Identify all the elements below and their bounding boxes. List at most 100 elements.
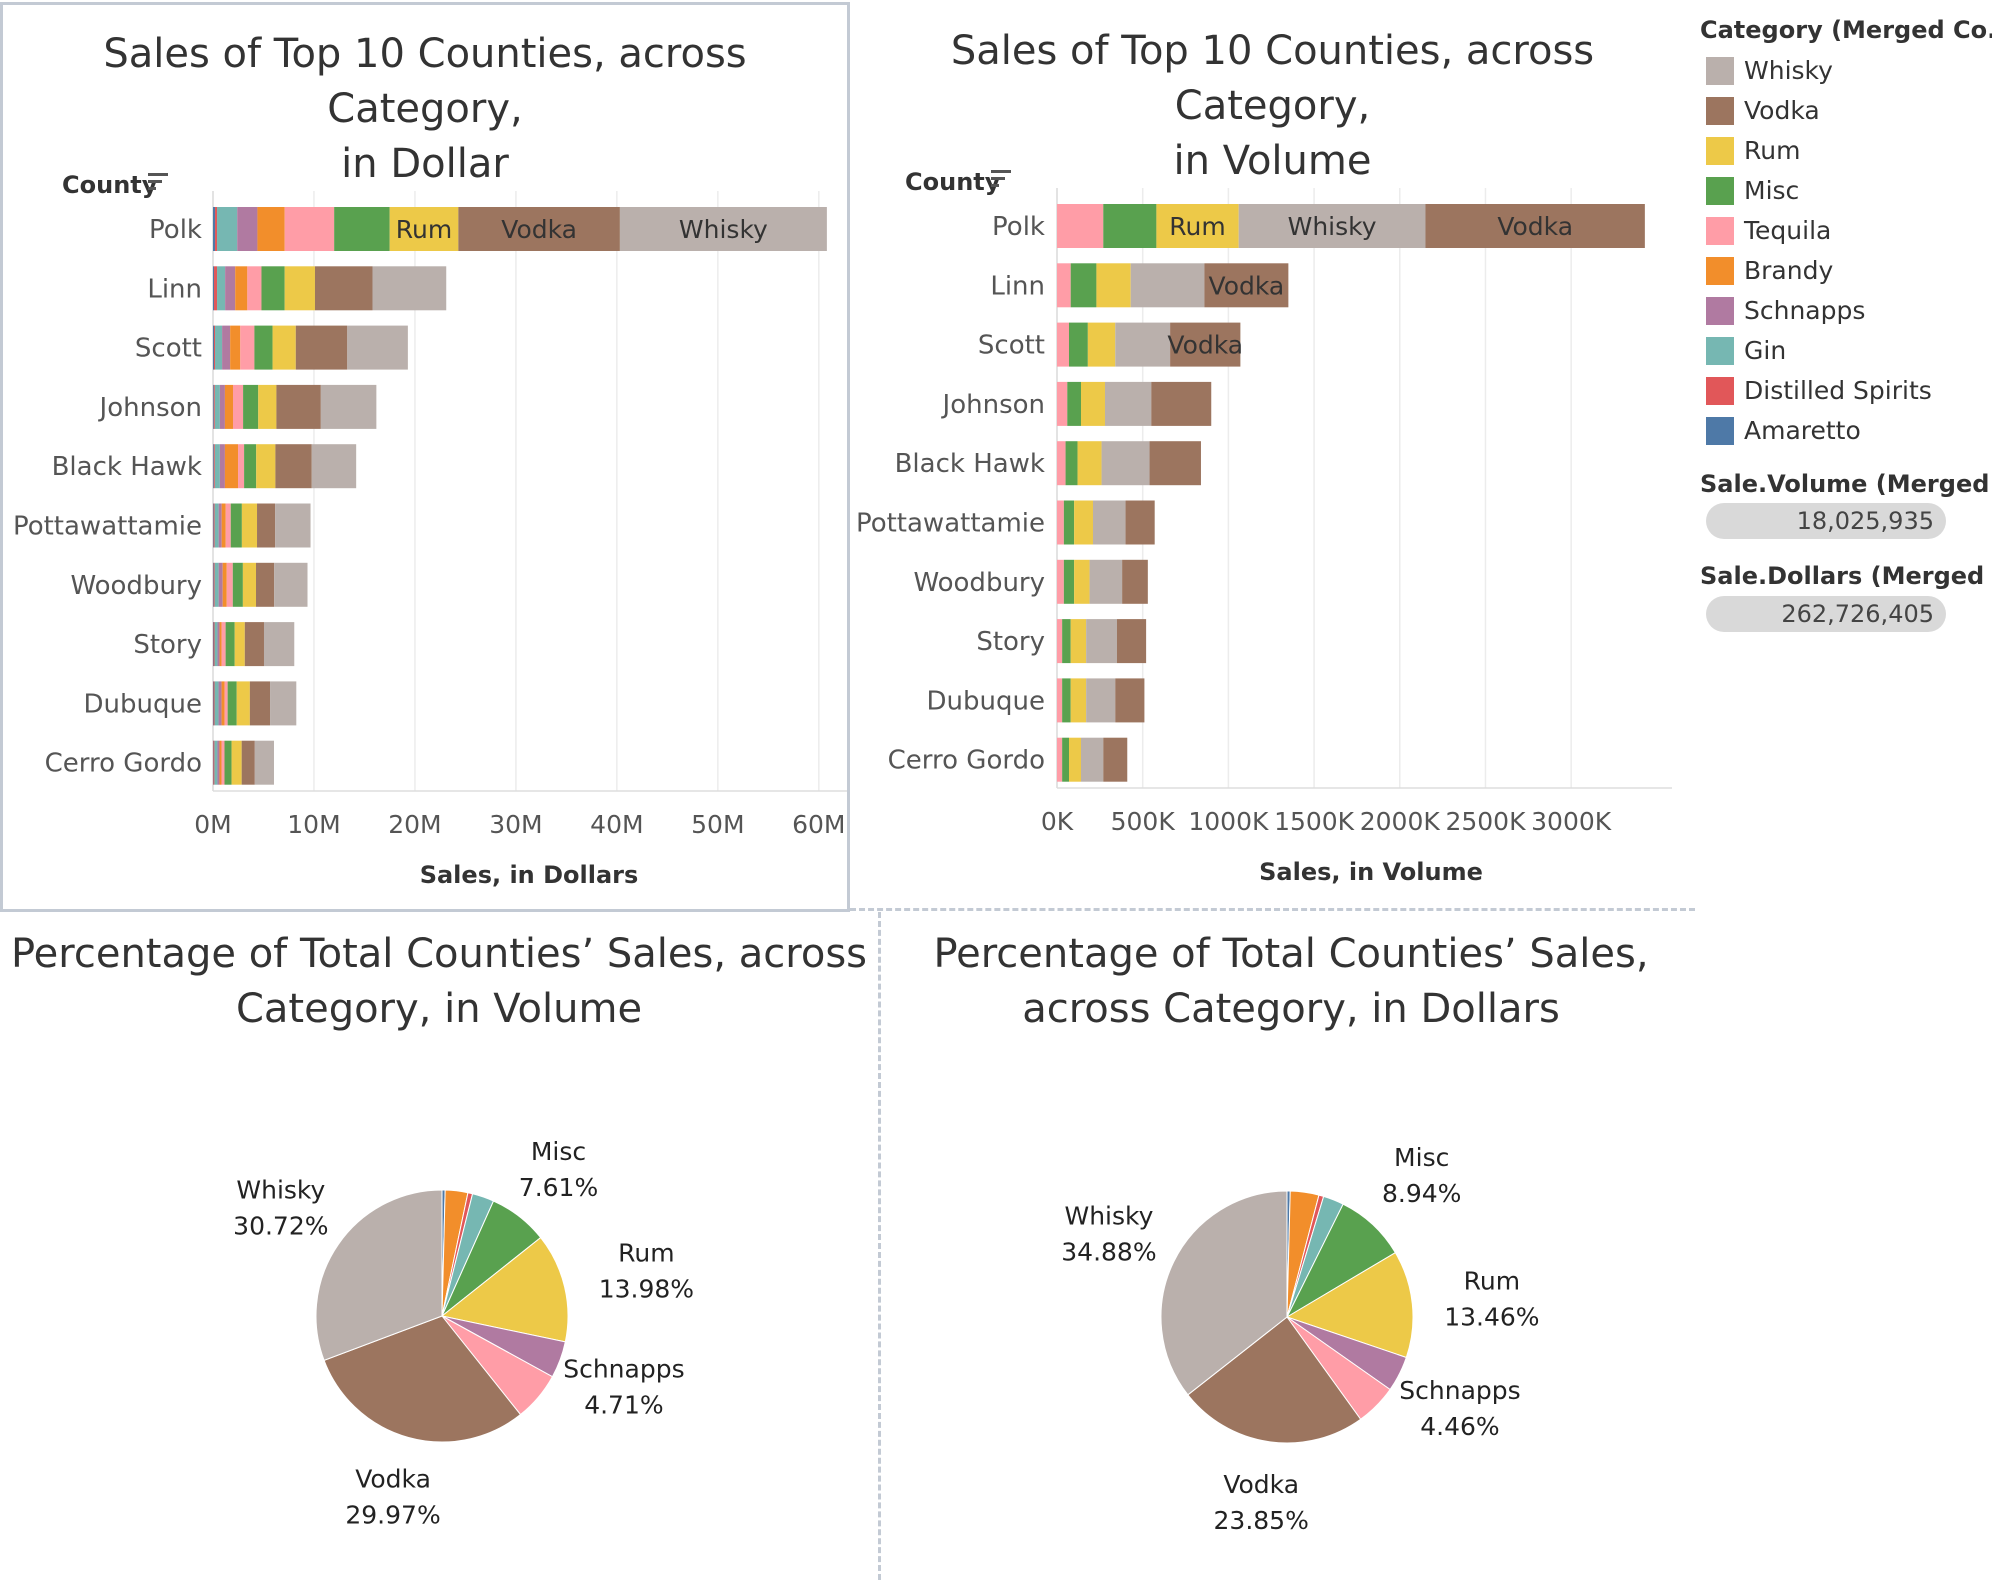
volume-pie-panel[interactable]: Percentage of Total Counties’ Sales, acr… xyxy=(0,912,878,1580)
bar-segment-tequila[interactable] xyxy=(1057,322,1069,367)
bar-segment-gin[interactable] xyxy=(214,384,220,429)
pie-slice-whisky[interactable] xyxy=(1160,1190,1288,1396)
bar-segment-distilled-spirits[interactable] xyxy=(215,207,218,251)
bar-segment-rum[interactable] xyxy=(389,207,459,251)
bar-segment-brandy[interactable] xyxy=(224,384,233,429)
bar-segment-rum[interactable] xyxy=(234,622,245,667)
bar-segment-misc[interactable] xyxy=(334,207,390,251)
bar-segment-gin[interactable] xyxy=(214,681,219,726)
bar-segment-schnapps[interactable] xyxy=(237,207,258,251)
bar-segment-vodka[interactable] xyxy=(1151,381,1212,426)
bar-segment-rum[interactable] xyxy=(258,384,277,429)
bar-segment-tequila[interactable] xyxy=(1057,500,1064,545)
bar-segment-gin[interactable] xyxy=(214,562,219,607)
bar-segment-vodka[interactable] xyxy=(257,503,276,548)
bar-segment-whisky[interactable] xyxy=(311,444,357,489)
bar-segment-amaretto[interactable] xyxy=(213,562,214,607)
volume-range-slider[interactable]: 18,025,935 xyxy=(1706,503,1946,539)
pie-slice-rum[interactable] xyxy=(1285,1251,1414,1359)
bar-segment-brandy[interactable] xyxy=(219,622,222,667)
bar-segment-brandy[interactable] xyxy=(235,266,248,311)
bar-segment-rum[interactable] xyxy=(256,444,276,489)
pie-slice-vodka[interactable] xyxy=(1187,1316,1362,1444)
bar-segment-tequila[interactable] xyxy=(1057,678,1063,723)
bar-segment-whisky[interactable] xyxy=(1104,381,1152,426)
bar-segment-vodka[interactable] xyxy=(314,266,373,311)
bar-segment-brandy[interactable] xyxy=(221,681,225,726)
bar-segment-brandy[interactable] xyxy=(219,740,222,785)
bar-segment-misc[interactable] xyxy=(1062,737,1069,782)
bar-segment-misc[interactable] xyxy=(1062,678,1071,723)
sort-icon[interactable] xyxy=(991,170,1011,187)
bar-segment-misc[interactable] xyxy=(224,740,232,785)
bar-segment-misc[interactable] xyxy=(1067,381,1081,426)
pie-slice-vodka[interactable] xyxy=(323,1315,522,1443)
bar-segment-misc[interactable] xyxy=(227,681,237,726)
bar-segment-distilled-spirits[interactable] xyxy=(213,384,215,429)
bar-segment-whisky[interactable] xyxy=(1086,678,1116,723)
bar-segment-brandy[interactable] xyxy=(222,562,227,607)
bar-segment-misc[interactable] xyxy=(232,562,243,607)
bar-segment-vodka[interactable] xyxy=(1116,619,1147,664)
bar-segment-rum[interactable] xyxy=(1080,381,1105,426)
bar-segment-tequila[interactable] xyxy=(221,622,226,667)
bar-segment-vodka[interactable] xyxy=(1204,263,1289,308)
bar-segment-vodka[interactable] xyxy=(1115,678,1145,723)
bar-segment-whisky[interactable] xyxy=(1130,263,1205,308)
bar-segment-distilled-spirits[interactable] xyxy=(214,266,218,311)
bar-segment-whisky[interactable] xyxy=(1080,737,1104,782)
bar-segment-gin[interactable] xyxy=(215,325,223,370)
bar-segment-misc[interactable] xyxy=(261,266,285,311)
bar-segment-vodka[interactable] xyxy=(275,444,312,489)
dollars-pie-panel[interactable]: Percentage of Total Counties’ Sales, acr… xyxy=(881,912,1701,1580)
bar-segment-misc[interactable] xyxy=(1065,441,1078,486)
bar-segment-rum[interactable] xyxy=(242,562,257,607)
bar-segment-distilled-spirits[interactable] xyxy=(213,562,215,607)
bar-segment-vodka[interactable] xyxy=(1122,559,1148,604)
bar-segment-misc[interactable] xyxy=(230,503,242,548)
bar-segment-tequila[interactable] xyxy=(1057,204,1104,248)
bar-segment-rum[interactable] xyxy=(1074,559,1090,604)
bar-segment-distilled-spirits[interactable] xyxy=(213,503,215,548)
bar-segment-gin[interactable] xyxy=(217,266,226,311)
bar-segment-whisky[interactable] xyxy=(270,681,297,726)
bar-segment-misc[interactable] xyxy=(1063,500,1075,545)
bar-segment-tequila[interactable] xyxy=(1057,737,1063,782)
bar-segment-rum[interactable] xyxy=(1074,500,1093,545)
bar-segment-vodka[interactable] xyxy=(458,207,620,251)
bar-segment-distilled-spirits[interactable] xyxy=(214,325,216,370)
bar-segment-amaretto[interactable] xyxy=(213,444,214,489)
bar-segment-tequila[interactable] xyxy=(1057,559,1064,604)
bar-segment-schnapps[interactable] xyxy=(218,562,223,607)
bar-segment-distilled-spirits[interactable] xyxy=(213,681,215,726)
bar-segment-tequila[interactable] xyxy=(284,207,335,251)
bar-segment-rum[interactable] xyxy=(1070,619,1087,664)
bar-segment-tequila[interactable] xyxy=(240,325,255,370)
bar-segment-rum[interactable] xyxy=(1087,322,1116,367)
bar-segment-tequila[interactable] xyxy=(226,562,233,607)
bar-segment-vodka[interactable] xyxy=(256,562,275,607)
bar-segment-whisky[interactable] xyxy=(320,384,377,429)
bar-segment-whisky[interactable] xyxy=(347,325,408,370)
bar-segment-vodka[interactable] xyxy=(1149,441,1201,486)
bar-segment-misc[interactable] xyxy=(1063,559,1075,604)
bar-segment-amaretto[interactable] xyxy=(213,503,214,548)
bar-segment-gin[interactable] xyxy=(214,622,218,667)
volume-bar-chart-panel[interactable]: Sales of Top 10 Counties, across Categor… xyxy=(850,2,1695,912)
bar-segment-misc[interactable] xyxy=(1070,263,1097,308)
bar-segment-brandy[interactable] xyxy=(230,325,241,370)
bar-segment-schnapps[interactable] xyxy=(217,622,220,667)
bar-segment-tequila[interactable] xyxy=(247,266,262,311)
bar-segment-rum[interactable] xyxy=(231,740,242,785)
bar-segment-misc[interactable] xyxy=(1103,204,1157,248)
bar-segment-misc[interactable] xyxy=(1062,619,1071,664)
bar-segment-misc[interactable] xyxy=(254,325,273,370)
bar-segment-distilled-spirits[interactable] xyxy=(213,740,215,785)
bar-segment-schnapps[interactable] xyxy=(218,681,222,726)
bar-segment-whisky[interactable] xyxy=(274,562,308,607)
bar-segment-vodka[interactable] xyxy=(1125,500,1155,545)
bar-segment-gin[interactable] xyxy=(217,207,238,251)
bar-segment-schnapps[interactable] xyxy=(217,740,220,785)
bar-segment-whisky[interactable] xyxy=(1086,619,1117,664)
bar-segment-distilled-spirits[interactable] xyxy=(213,444,215,489)
